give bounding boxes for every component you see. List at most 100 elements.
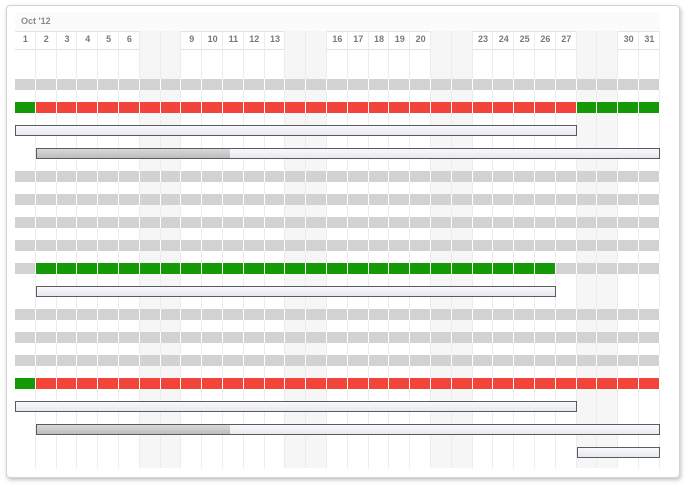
status-cell-empty[interactable] (514, 217, 535, 228)
status-cell-empty[interactable] (139, 240, 161, 251)
status-cell-empty[interactable] (431, 332, 452, 343)
status-cell-empty[interactable] (493, 171, 515, 182)
status-cell-empty[interactable] (56, 355, 78, 366)
status-cell-empty[interactable] (410, 309, 431, 320)
status-cell-empty[interactable] (243, 171, 265, 182)
status-cell-empty[interactable] (431, 309, 452, 320)
status-cell-empty[interactable] (597, 79, 619, 90)
status-cell-red[interactable] (202, 102, 223, 113)
status-cell-empty[interactable] (202, 79, 223, 90)
status-cell-empty[interactable] (160, 171, 182, 182)
status-cell-green[interactable] (389, 263, 411, 274)
status-cell-green[interactable] (139, 263, 161, 274)
status-cell-empty[interactable] (389, 309, 411, 320)
status-cell-empty[interactable] (368, 194, 390, 205)
task-bar[interactable] (576, 447, 660, 458)
status-cell-empty[interactable] (597, 240, 619, 251)
status-cell-red[interactable] (35, 378, 57, 389)
status-cell-red[interactable] (223, 378, 244, 389)
status-cell-empty[interactable] (35, 79, 57, 90)
status-cell-red[interactable] (160, 378, 182, 389)
status-cell-empty[interactable] (202, 332, 223, 343)
status-cell-red[interactable] (77, 378, 99, 389)
status-cell-empty[interactable] (202, 355, 223, 366)
status-cell-red[interactable] (410, 378, 431, 389)
status-cell-empty[interactable] (597, 263, 619, 274)
task-bar[interactable] (35, 424, 660, 435)
status-cell-empty[interactable] (98, 79, 119, 90)
status-cell-empty[interactable] (389, 194, 411, 205)
status-cell-empty[interactable] (451, 355, 473, 366)
status-cell-empty[interactable] (15, 79, 36, 90)
status-cell-empty[interactable] (77, 332, 99, 343)
status-cell-empty[interactable] (639, 332, 660, 343)
status-cell-empty[interactable] (119, 194, 140, 205)
status-cell-empty[interactable] (555, 309, 577, 320)
status-cell-empty[interactable] (431, 355, 452, 366)
status-cell-empty[interactable] (77, 171, 99, 182)
status-cell-empty[interactable] (431, 171, 452, 182)
status-cell-empty[interactable] (410, 194, 431, 205)
status-cell-green[interactable] (35, 263, 57, 274)
status-cell-empty[interactable] (493, 217, 515, 228)
status-cell-empty[interactable] (576, 79, 598, 90)
status-cell-empty[interactable] (555, 217, 577, 228)
status-cell-empty[interactable] (35, 194, 57, 205)
task-bar[interactable] (35, 148, 660, 159)
status-cell-empty[interactable] (576, 217, 598, 228)
status-cell-empty[interactable] (347, 355, 369, 366)
status-cell-empty[interactable] (555, 194, 577, 205)
status-cell-empty[interactable] (347, 217, 369, 228)
status-cell-green[interactable] (639, 102, 660, 113)
status-cell-empty[interactable] (389, 79, 411, 90)
status-cell-empty[interactable] (264, 171, 286, 182)
status-cell-red[interactable] (306, 102, 327, 113)
status-cell-empty[interactable] (264, 355, 286, 366)
status-cell-empty[interactable] (285, 194, 307, 205)
status-cell-red[interactable] (306, 378, 327, 389)
status-cell-empty[interactable] (535, 171, 556, 182)
status-cell-empty[interactable] (597, 217, 619, 228)
status-cell-empty[interactable] (451, 309, 473, 320)
status-cell-empty[interactable] (264, 79, 286, 90)
status-cell-empty[interactable] (597, 171, 619, 182)
status-cell-empty[interactable] (139, 355, 161, 366)
status-cell-empty[interactable] (160, 79, 182, 90)
status-cell-red[interactable] (368, 378, 390, 389)
status-cell-empty[interactable] (243, 240, 265, 251)
status-cell-red[interactable] (597, 378, 619, 389)
status-cell-red[interactable] (264, 378, 286, 389)
status-cell-empty[interactable] (514, 309, 535, 320)
status-cell-red[interactable] (493, 378, 515, 389)
status-cell-empty[interactable] (285, 332, 307, 343)
status-cell-green[interactable] (15, 102, 36, 113)
status-cell-empty[interactable] (181, 355, 203, 366)
status-cell-empty[interactable] (389, 332, 411, 343)
status-cell-empty[interactable] (181, 240, 203, 251)
status-cell-empty[interactable] (306, 332, 327, 343)
status-cell-red[interactable] (639, 378, 660, 389)
status-cell-green[interactable] (306, 263, 327, 274)
status-cell-empty[interactable] (243, 355, 265, 366)
status-cell-empty[interactable] (639, 171, 660, 182)
status-cell-empty[interactable] (389, 240, 411, 251)
status-cell-empty[interactable] (576, 171, 598, 182)
status-cell-red[interactable] (472, 378, 494, 389)
status-cell-red[interactable] (56, 102, 78, 113)
status-cell-empty[interactable] (160, 309, 182, 320)
status-cell-empty[interactable] (181, 171, 203, 182)
status-cell-empty[interactable] (202, 217, 223, 228)
status-cell-empty[interactable] (535, 332, 556, 343)
status-cell-empty[interactable] (618, 217, 639, 228)
status-cell-empty[interactable] (514, 240, 535, 251)
status-cell-empty[interactable] (368, 79, 390, 90)
status-cell-empty[interactable] (410, 332, 431, 343)
status-cell-empty[interactable] (347, 332, 369, 343)
status-cell-red[interactable] (451, 102, 473, 113)
status-cell-empty[interactable] (285, 79, 307, 90)
status-cell-green[interactable] (243, 263, 265, 274)
status-cell-red[interactable] (347, 102, 369, 113)
status-cell-green[interactable] (119, 263, 140, 274)
status-cell-empty[interactable] (285, 355, 307, 366)
status-cell-empty[interactable] (389, 217, 411, 228)
